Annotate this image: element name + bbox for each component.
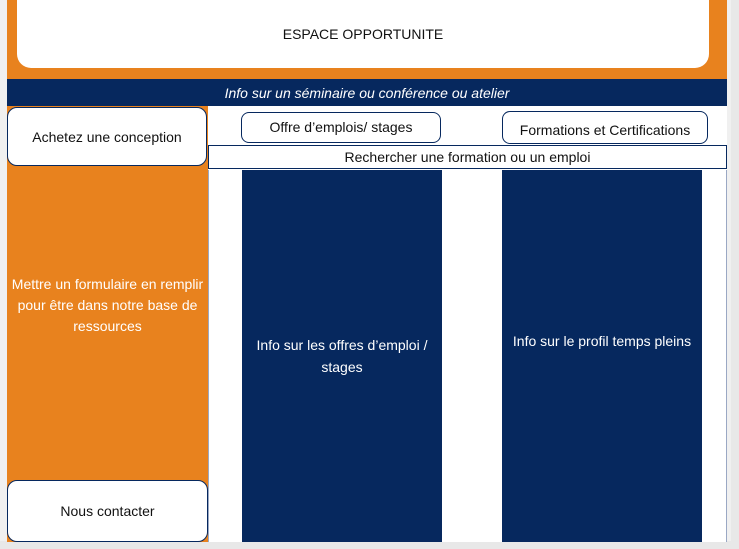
jobs-info-panel: Info sur les offres d’emploi / stages: [242, 170, 442, 542]
divider: [208, 170, 209, 542]
seminar-info-bar[interactable]: Info sur un séminaire ou conférence ou a…: [7, 79, 727, 106]
buy-design-button[interactable]: Achetez une conception: [7, 107, 207, 166]
profile-info-panel: Info sur le profil temps pleins: [502, 170, 702, 542]
jobs-internships-button[interactable]: Offre d’emplois/ stages: [241, 112, 441, 143]
page-edge-bottom: [0, 541, 739, 549]
contact-button[interactable]: Nous contacter: [7, 480, 208, 542]
page-title: ESPACE OPPORTUNITE: [17, 0, 709, 68]
jobs-info-text: Info sur les offres d’emploi / stages: [256, 337, 428, 375]
page-edge-right: [731, 0, 739, 549]
resource-form-link[interactable]: Mettre un formulaire en remplir pour êtr…: [11, 275, 204, 334]
profile-info-text: Info sur le profil temps pleins: [512, 333, 692, 349]
divider: [726, 170, 727, 542]
sidebar: [7, 106, 208, 542]
search-bar[interactable]: Rechercher une formation ou un emploi: [208, 145, 727, 169]
trainings-certifications-button[interactable]: Formations et Certifications: [502, 111, 708, 144]
